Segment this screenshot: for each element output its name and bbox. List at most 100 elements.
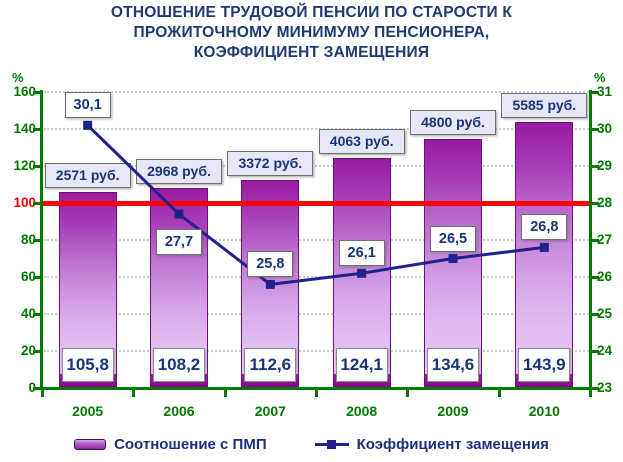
line-value-label: 27,7	[156, 229, 202, 256]
left-axis-tick	[33, 91, 41, 94]
x-axis-tick	[41, 390, 44, 397]
x-axis-label: 2009	[437, 403, 469, 419]
line-marker	[174, 209, 184, 219]
legend-item-bar: Соотношение с ПМП	[74, 436, 267, 453]
left-axis-tick-label: 40	[20, 306, 36, 321]
right-axis-tick-label: 30	[597, 121, 613, 136]
gridline	[44, 91, 589, 93]
x-axis-tick	[223, 390, 227, 397]
bar-price-label: 2571 руб.	[44, 163, 131, 189]
right-axis-tick	[591, 91, 599, 94]
line-series-swatch	[314, 440, 349, 449]
x-axis-line	[36, 387, 598, 390]
bar	[515, 121, 574, 388]
left-axis-tick-label: 140	[13, 121, 36, 136]
line-marker	[448, 254, 458, 263]
bar-value-label: 124,1	[335, 348, 388, 382]
chart-title: ОТНОШЕНИЕ ТРУДОВОЙ ПЕНСИИ ПО СТАРОСТИ К …	[0, 3, 623, 63]
gridline	[44, 239, 589, 241]
left-axis-tick	[33, 165, 41, 168]
left-axis-tick-label: 20	[20, 343, 36, 358]
right-axis-tick	[591, 276, 599, 279]
right-axis-tick-label: 28	[597, 195, 613, 210]
right-axis-tick	[591, 350, 599, 353]
x-axis-label: 2006	[163, 403, 195, 419]
gridline	[44, 350, 589, 352]
line-value-label: 26,5	[430, 225, 476, 252]
right-axis-tick	[591, 202, 599, 205]
x-axis-tick	[497, 390, 501, 397]
left-axis-tick-label: 80	[20, 232, 36, 247]
left-axis-tick	[33, 239, 41, 242]
right-axis-tick	[591, 128, 599, 131]
right-axis-line	[589, 90, 592, 390]
left-axis-tick-label: 0	[0, 379, 36, 397]
right-axis-tick-label: 24	[597, 343, 613, 358]
left-axis-tick	[33, 350, 41, 353]
right-axis-tick	[591, 313, 599, 316]
bar-price-label: 2968 руб.	[136, 158, 222, 184]
left-axis-tick	[33, 313, 41, 316]
line-value-label: 26,8	[521, 214, 568, 241]
x-axis-label: 2008	[346, 403, 378, 419]
right-axis-tick-label: 26	[597, 269, 613, 284]
chart-title-line-2: ПРОЖИТОЧНОМУ МИНИМУМУ ПЕНСИОНЕРА,	[133, 24, 490, 41]
bar-price-label: 4800 руб.	[410, 109, 496, 135]
x-axis-label: 2005	[72, 403, 104, 419]
line-value-label: 25,8	[247, 251, 294, 278]
gridline	[44, 276, 589, 278]
right-axis-tick-label: 27	[597, 232, 613, 247]
bar	[424, 138, 482, 388]
gridline	[44, 313, 589, 315]
reference-line	[42, 201, 590, 206]
line-marker	[83, 120, 93, 130]
line-marker	[539, 242, 549, 252]
gridline	[44, 128, 589, 130]
bar-value-label: 143,9	[518, 348, 571, 382]
left-axis-tick	[33, 276, 41, 279]
line-marker	[265, 279, 275, 289]
left-axis-tick-label: 160	[13, 84, 36, 99]
right-axis-tick-label: 31	[597, 84, 613, 99]
right-axis-tick	[591, 165, 599, 168]
line-marker	[357, 268, 367, 278]
left-axis-tick	[33, 202, 41, 205]
left-axis-tick-label: 100	[13, 195, 36, 210]
legend: Соотношение с ПМП Коэффициент замещения	[0, 436, 623, 453]
right-axis-tick-label: 25	[597, 306, 613, 321]
x-axis-label: 2007	[254, 403, 286, 419]
right-axis-unit: %	[594, 70, 606, 85]
bar-value-label: 112,6	[244, 348, 297, 382]
gridline	[44, 165, 589, 167]
x-axis-tick	[132, 390, 136, 397]
bar-value-label: 108,2	[153, 348, 205, 382]
left-axis-line	[40, 90, 43, 390]
left-axis-unit: %	[12, 70, 24, 85]
legend-item-line: Коэффициент замещения	[314, 436, 549, 453]
left-axis-tick	[33, 387, 41, 390]
x-axis-tick	[589, 390, 592, 397]
chart-title-line-1: ОТНОШЕНИЕ ТРУДОВОЙ ПЕНСИИ ПО СТАРОСТИ К	[110, 4, 513, 21]
left-axis-tick-label: 60	[20, 269, 36, 284]
legend-label-bar: Соотношение с ПМП	[114, 436, 267, 453]
right-axis-tick-label: 23	[597, 380, 613, 395]
bar-price-label: 4063 руб.	[318, 129, 405, 155]
line-value-label: 30,1	[64, 92, 111, 119]
left-axis-tick	[33, 128, 41, 131]
bar-value-label: 134,6	[427, 348, 479, 382]
right-axis-tick	[591, 387, 599, 390]
bar-price-label: 5585 руб.	[501, 92, 588, 118]
left-axis-tick-label: 120	[13, 158, 36, 173]
bar-series-swatch	[74, 439, 107, 450]
x-axis-label: 2010	[528, 403, 560, 419]
right-axis-tick	[591, 239, 599, 242]
bar-value-label: 105,8	[61, 348, 114, 382]
x-axis-tick	[406, 390, 410, 397]
x-axis-tick	[315, 390, 318, 397]
chart-title-line-3: КОЭФФИЦИЕНТ ЗАМЕЩЕНИЯ	[193, 44, 430, 61]
right-axis-tick-label: 29	[597, 158, 613, 173]
line-value-label: 26,1	[338, 240, 385, 267]
legend-label-line: Коэффициент замещения	[356, 436, 549, 453]
